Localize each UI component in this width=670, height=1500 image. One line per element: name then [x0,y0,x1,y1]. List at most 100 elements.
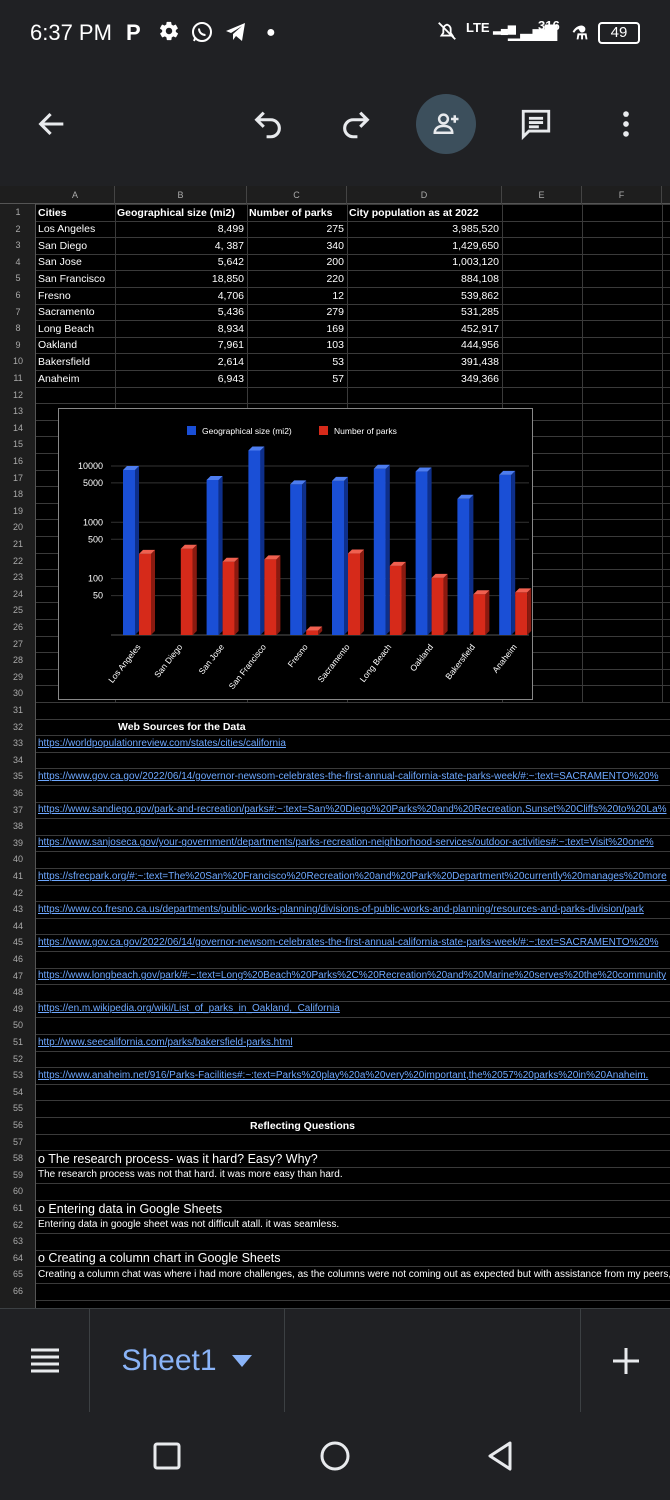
row-number[interactable]: 33 [12,738,23,749]
row-number[interactable]: 6 [15,290,21,300]
menu-icon[interactable] [0,1309,90,1413]
sheet-tab[interactable]: Sheet1 [90,1309,285,1413]
column-header-e[interactable]: E [502,186,582,204]
row-number[interactable]: 16 [12,456,23,466]
row-number[interactable]: 8 [15,323,21,334]
column-header-c[interactable]: C [247,186,347,204]
row-number[interactable]: 19 [12,505,23,516]
row-number[interactable]: 2 [15,223,21,234]
row-number[interactable]: 43 [12,904,23,915]
row-number[interactable]: 65 [12,1269,23,1280]
redo-icon[interactable] [328,96,384,152]
row-number[interactable]: 51 [12,1037,23,1047]
row-number[interactable]: 37 [12,804,23,815]
row-number[interactable]: 15 [12,439,23,450]
row-number[interactable]: 4 [15,256,21,267]
row-number[interactable]: 64 [12,1252,23,1263]
row-number[interactable]: 47 [12,970,23,981]
row-number[interactable]: 56 [12,1120,23,1130]
row-number[interactable]: 30 [12,688,23,699]
comment-icon[interactable] [508,96,564,152]
back-arrow-icon[interactable] [24,96,80,152]
row-number[interactable]: 46 [12,954,23,964]
source-link[interactable]: https://www.co.fresno.ca.us/departments/… [38,903,644,915]
row-number[interactable]: 49 [12,1003,23,1014]
row-number[interactable]: 61 [12,1203,23,1213]
row-number[interactable]: 18 [12,489,23,500]
row-number[interactable]: 63 [12,1236,23,1247]
row-number[interactable]: 32 [12,721,23,732]
row-number[interactable]: 7 [15,306,21,317]
source-link[interactable]: https://en.m.wikipedia.org/wiki/List_of_… [38,1003,340,1015]
row-number[interactable]: 60 [12,1186,23,1197]
row-number[interactable]: 27 [12,638,23,649]
row-number[interactable]: 38 [12,821,23,832]
recents-icon[interactable] [147,1436,187,1476]
source-link[interactable]: https://www.gov.ca.gov/2022/06/14/govern… [38,770,659,782]
row-number[interactable]: 9 [15,339,21,350]
row-number[interactable]: 11 [13,373,23,383]
row-number[interactable]: 28 [12,655,23,666]
row-number[interactable]: 10 [12,356,23,367]
row-number[interactable]: 42 [12,887,23,898]
row-number[interactable]: 5 [15,273,21,284]
source-link[interactable]: https://sfrecpark.org/#:~:text=The%20San… [38,870,667,882]
row-number[interactable]: 26 [12,622,23,632]
row-number[interactable]: 23 [12,572,23,583]
row-number[interactable]: 31 [12,705,23,715]
x-tick-label: Anaheim [490,642,519,675]
source-link[interactable]: https://worldpopulationreview.com/states… [38,737,286,749]
source-link[interactable]: https://www.sanjoseca.gov/your-governmen… [38,837,654,849]
row-number[interactable]: 45 [12,937,23,948]
source-link[interactable]: http://www.seecalifornia.com/parks/baker… [38,1036,293,1048]
column-chart[interactable]: Geographical size (mi2) Number of parks 50… [58,408,533,700]
row-number[interactable]: 25 [12,605,23,616]
row-number[interactable]: 50 [12,1020,23,1031]
row-number[interactable]: 24 [12,588,23,599]
column-header-b[interactable]: B [115,186,247,204]
row-number[interactable]: 41 [12,871,23,881]
source-link[interactable]: https://www.longbeach.gov/park/#:~:text=… [38,970,667,982]
row-number[interactable]: 34 [12,754,23,765]
bar-side [527,588,532,635]
dropdown-arrow-icon[interactable] [231,1354,253,1368]
row-number[interactable]: 54 [12,1086,23,1097]
source-link[interactable]: https://www.gov.ca.gov/2022/06/14/govern… [38,936,659,948]
source-link[interactable]: https://www.anaheim.net/916/Parks-Facili… [38,1069,649,1081]
row-number[interactable]: 17 [12,472,23,483]
row-number[interactable]: 57 [12,1136,23,1147]
row-number[interactable]: 53 [12,1070,23,1081]
row-number[interactable]: 1 [15,207,21,217]
row-number[interactable]: 59 [12,1169,23,1180]
column-header-f[interactable]: F [582,186,662,204]
row-number[interactable]: 21 [12,539,23,549]
row-number[interactable]: 39 [12,837,23,848]
row-number[interactable]: 35 [12,771,23,782]
more-vert-icon[interactable] [598,96,654,152]
row-number[interactable]: 22 [12,555,23,566]
row-number[interactable]: 36 [12,788,23,798]
row-number[interactable]: 44 [12,920,23,931]
column-header-a[interactable]: A [36,186,115,204]
row-number[interactable]: 40 [12,854,23,865]
row-number[interactable]: 14 [12,422,23,433]
row-number[interactable]: 58 [12,1153,23,1164]
back-icon[interactable] [480,1436,520,1476]
row-number[interactable]: 62 [12,1219,23,1230]
add-person-icon[interactable] [416,94,476,154]
home-icon[interactable] [315,1436,355,1476]
row-number[interactable]: 3 [15,240,21,251]
row-number[interactable]: 66 [12,1286,23,1296]
row-number[interactable]: 48 [12,987,23,998]
row-number[interactable]: 52 [12,1053,23,1064]
undo-icon[interactable] [240,96,296,152]
source-link[interactable]: https://www.sandiego.gov/park-and-recrea… [38,804,667,816]
row-number[interactable]: 20 [12,522,23,533]
row-number[interactable]: 12 [12,389,23,400]
column-header-d[interactable]: D [347,186,502,204]
row-number[interactable]: 55 [12,1103,23,1114]
row-number[interactable]: 13 [12,406,23,417]
row-number[interactable]: 29 [12,671,23,682]
add-sheet-icon[interactable] [580,1309,670,1413]
